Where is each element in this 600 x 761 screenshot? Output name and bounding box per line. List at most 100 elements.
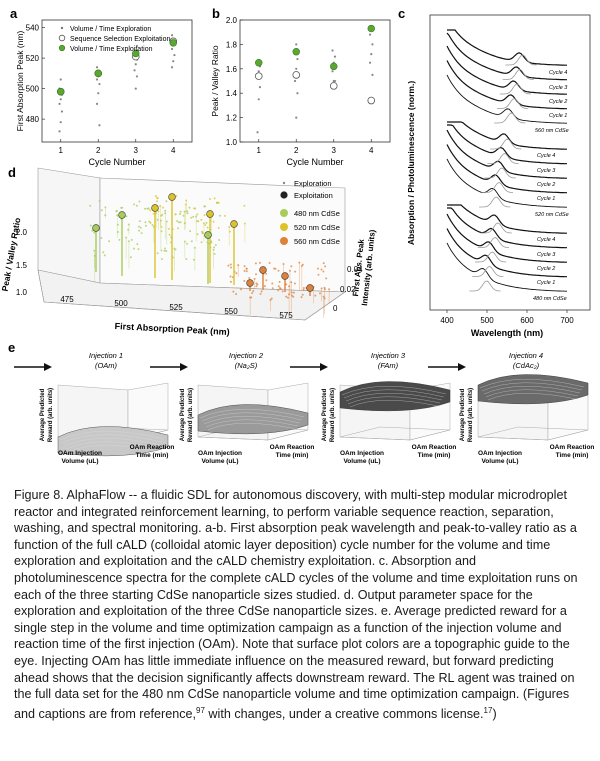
surface-mesh [201, 412, 303, 422]
exploration-point [170, 47, 174, 51]
exploration-point [260, 290, 263, 293]
surface-mesh [67, 445, 157, 453]
exploration-point [102, 251, 105, 254]
exploration-point [144, 207, 146, 210]
exploration-point [176, 220, 179, 222]
panel-c-spectra [446, 29, 567, 292]
exploration-point [322, 270, 325, 273]
exploration-point [300, 296, 303, 299]
photoluminescence-spectrum [472, 266, 504, 277]
absorption-spectrum [446, 213, 567, 263]
panel-b-letter: b [212, 6, 220, 21]
exploration-point [368, 61, 372, 64]
exploration-point [265, 279, 268, 282]
exploration-point [174, 213, 177, 216]
exploration-point [138, 229, 141, 232]
exploration-point [137, 248, 140, 251]
exploration-point [323, 286, 326, 289]
exploration-point [59, 78, 62, 81]
exploration-point [116, 209, 118, 212]
d-legend-520-marker [280, 223, 288, 231]
injection-subtitle: (Na₂S) [235, 361, 258, 370]
exploration-point [232, 290, 235, 293]
caption-paragraph: Figure 8. AlphaFlow -- a fluidic SDL for… [14, 487, 586, 723]
panel-c-frame [429, 14, 591, 311]
injection-panel-3: Injection 3(FAm) Average Predicted Reward … [290, 351, 456, 465]
exploration-point [134, 63, 137, 66]
x-axis-label-2: Volume (uL) [343, 458, 380, 465]
exploitation-point [281, 272, 289, 280]
exploration-point [324, 265, 327, 268]
exploration-point [287, 296, 289, 299]
exploration-point [165, 200, 168, 203]
legend-exploration-marker [60, 26, 64, 30]
panel-c-ylabel: Absorption / Photoluminescence (norm.) [406, 81, 416, 246]
exploration-point [173, 53, 176, 57]
exploration-point [135, 75, 139, 78]
surface-mesh [341, 386, 447, 396]
exploration-point [140, 232, 143, 235]
exploration-point [196, 220, 198, 223]
exploration-point [185, 199, 188, 202]
exploration-point [243, 204, 246, 207]
exploration-point [168, 227, 170, 230]
d-legend-exploration: Exploration [294, 179, 332, 188]
exploration-point [257, 98, 260, 101]
x-axis-label-2: Volume (uL) [201, 458, 238, 465]
photoluminescence-spectrum [499, 83, 532, 95]
absorption-spectrum [446, 228, 567, 278]
x-axis-label-1: OAm Injection [58, 450, 102, 457]
exploration-point [138, 200, 141, 203]
exploration-point [156, 197, 159, 200]
caption-ref-2: 17 [483, 705, 493, 715]
exploration-point [129, 256, 132, 259]
z-axis-label-2: Reward (arb. units) [48, 388, 54, 442]
exploration-point [235, 272, 238, 275]
exploration-point [146, 207, 149, 210]
exploration-point [298, 261, 301, 264]
exploration-point [177, 221, 180, 224]
exploration-point [371, 73, 374, 76]
panel-b-ylabel: Peak / Valley Ratio [210, 45, 220, 116]
volume-time-exploitation-point [255, 58, 263, 67]
exploration-point [149, 221, 152, 224]
exploitation-point [246, 279, 254, 287]
surface-mesh [485, 389, 579, 398]
exploration-point [95, 102, 99, 105]
exploration-point [100, 237, 103, 239]
exploration-point [259, 292, 262, 295]
exploration-point [137, 225, 140, 228]
exploration-point [237, 264, 240, 267]
exploration-point [285, 295, 288, 298]
exploration-point [185, 258, 188, 260]
exploration-point [175, 194, 178, 197]
exploitation-point [92, 224, 100, 232]
exploration-point [206, 226, 209, 229]
exploration-point [179, 221, 182, 224]
x-tick-label: 4 [171, 146, 176, 155]
exploration-point [156, 200, 158, 203]
exploration-point [60, 110, 64, 113]
exploration-point [296, 92, 299, 95]
exploration-point [205, 221, 208, 224]
injection-subtitle: (OAm) [95, 361, 118, 370]
exploration-point [292, 291, 295, 294]
exploration-point [93, 231, 96, 234]
exploration-point [135, 204, 138, 207]
d-legend-480: 480 nm CdSe [294, 209, 340, 218]
exploration-point [235, 293, 238, 295]
c-g1-cycle2: Cycle 2 [549, 99, 567, 105]
absorption-spectrum [446, 144, 567, 194]
exploration-point [160, 258, 163, 260]
exploration-point [183, 222, 186, 225]
exploration-point [331, 70, 334, 73]
c-g3-cycle1: Cycle 1 [537, 280, 555, 286]
y-tick-label: 480 [26, 115, 40, 124]
surface-mesh [207, 423, 297, 431]
exploration-point [278, 287, 281, 289]
panel-b-ticks: 1 2 3 4 1.0 1.2 1.4 1.6 1.8 2.0 [226, 16, 374, 155]
exploitation-point [206, 210, 214, 218]
exploration-point [265, 272, 268, 275]
absorption-spectrum [446, 32, 567, 81]
injection-subtitle: (CdAc₂) [513, 361, 540, 370]
